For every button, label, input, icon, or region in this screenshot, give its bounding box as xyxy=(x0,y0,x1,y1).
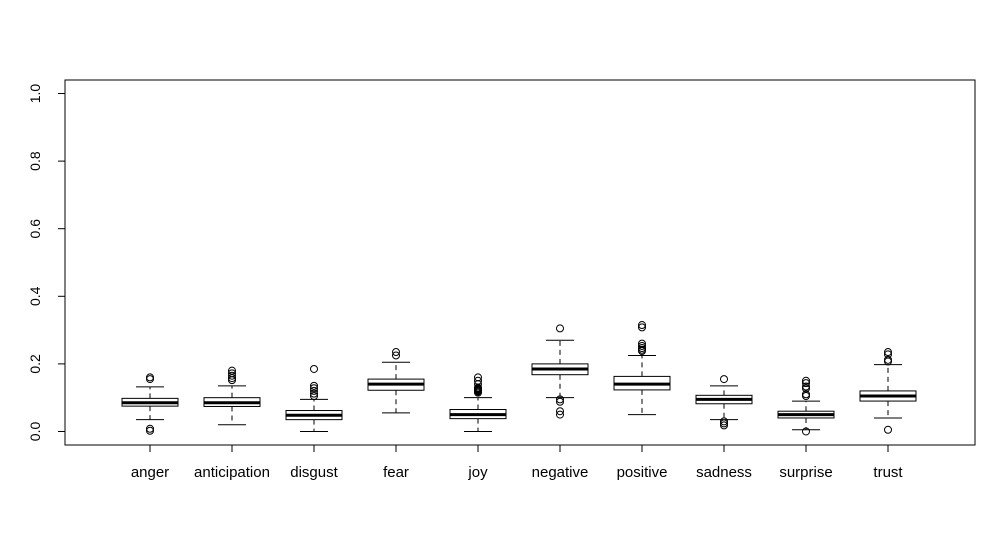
outlier-point xyxy=(638,341,646,350)
x-axis-label-surprise: surprise xyxy=(779,464,832,481)
outlier-point xyxy=(638,323,646,332)
outlier-point xyxy=(884,357,892,366)
outlier-point xyxy=(802,382,810,391)
outlier-point xyxy=(556,395,564,404)
outlier-point xyxy=(146,375,154,384)
outlier-point xyxy=(392,348,400,357)
outlier-point xyxy=(228,366,236,375)
outlier-point xyxy=(474,373,482,382)
box-anticipation xyxy=(203,366,261,426)
outlier-point xyxy=(556,407,564,416)
x-axis-label-disgust: disgust xyxy=(290,464,338,481)
outlier-point xyxy=(310,381,318,390)
outlier-point xyxy=(720,421,728,430)
box-trust xyxy=(859,348,917,434)
outlier-point xyxy=(474,376,482,385)
outlier-point xyxy=(720,375,728,384)
outlier-point xyxy=(146,424,154,433)
x-axis-label-negative: negative xyxy=(532,464,589,481)
outlier-point xyxy=(146,373,154,382)
outlier-point xyxy=(310,384,318,393)
x-axis-label-anticipation: anticipation xyxy=(194,464,270,481)
outlier-point xyxy=(884,348,892,357)
outlier-point xyxy=(802,379,810,388)
x-axis-label-trust: trust xyxy=(873,464,903,481)
outlier-point xyxy=(310,391,318,400)
x-axis-label-sadness: sadness xyxy=(696,464,752,481)
box-surprise xyxy=(777,376,835,436)
outlier-point xyxy=(802,391,810,400)
box-negative xyxy=(531,324,589,419)
outlier-point xyxy=(228,371,236,380)
y-axis-tick-label: 0.8 xyxy=(27,151,43,171)
box-disgust xyxy=(285,364,343,432)
outlier-point xyxy=(720,419,728,428)
y-axis-tick-label: 1.0 xyxy=(27,84,43,104)
outlier-point xyxy=(556,324,564,333)
outlier-point xyxy=(884,355,892,364)
y-axis-tick-label: 0.6 xyxy=(27,219,43,239)
y-axis-tick-label: 0.0 xyxy=(27,422,43,442)
outlier-point xyxy=(638,347,646,356)
outlier-point xyxy=(146,426,154,435)
box-joy xyxy=(449,373,507,432)
outlier-point xyxy=(638,321,646,330)
outlier-point xyxy=(802,427,810,436)
outlier-point xyxy=(556,397,564,406)
outlier-point xyxy=(884,425,892,434)
x-axis-label-fear: fear xyxy=(383,464,409,481)
box-anger xyxy=(121,373,179,435)
outlier-point xyxy=(310,364,318,373)
y-axis-tick-label: 0.2 xyxy=(27,354,43,374)
box-sadness xyxy=(695,375,753,430)
outlier-point xyxy=(556,410,564,419)
box-positive xyxy=(613,321,671,416)
outlier-point xyxy=(310,386,318,395)
x-axis-label-positive: positive xyxy=(617,464,668,481)
outlier-point xyxy=(228,369,236,378)
outlier-point xyxy=(392,351,400,360)
outlier-point xyxy=(310,389,318,398)
y-axis-tick-label: 0.4 xyxy=(27,286,43,306)
outlier-point xyxy=(720,417,728,426)
x-axis-label-joy: joy xyxy=(467,464,488,481)
plot-border xyxy=(64,79,976,446)
outlier-point xyxy=(802,376,810,385)
x-axis-label-anger: anger xyxy=(131,464,169,481)
box-fear xyxy=(367,348,425,414)
